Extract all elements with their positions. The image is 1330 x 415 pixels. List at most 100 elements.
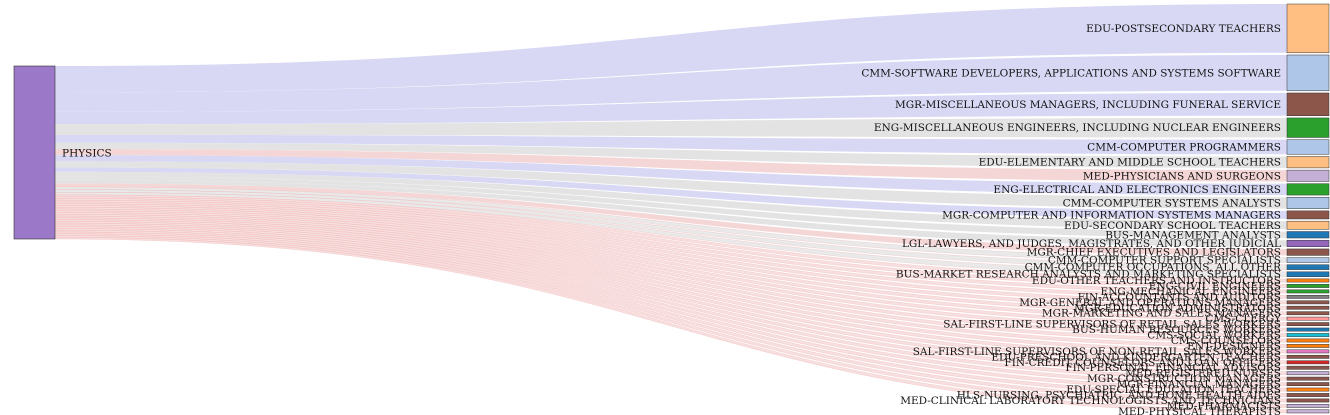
target-node[interactable] xyxy=(1286,349,1330,354)
target-label: EDU-OTHER TEACHERS AND INSTRUCTORS xyxy=(1032,275,1281,287)
target-node[interactable] xyxy=(1286,404,1330,408)
target-node[interactable] xyxy=(1286,197,1330,209)
target-label: ENG-CIVIL ENGINEERS xyxy=(1149,280,1281,292)
target-label: LGL-LAWYERS, AND JUDGES, MAGISTRATES, AN… xyxy=(902,238,1281,250)
target-node[interactable] xyxy=(1286,387,1330,392)
target-node[interactable] xyxy=(1286,360,1330,365)
target-node[interactable] xyxy=(1286,3,1330,54)
target-node[interactable] xyxy=(1286,264,1330,270)
target-node[interactable] xyxy=(1286,300,1330,305)
target-node[interactable] xyxy=(1286,365,1330,370)
target-label: ENT-DESIGNERS xyxy=(1187,340,1281,352)
target-node[interactable] xyxy=(1286,398,1330,403)
target-node[interactable] xyxy=(1286,409,1330,414)
link-physics-to-target[interactable] xyxy=(55,117,1287,138)
target-node[interactable] xyxy=(1286,393,1330,397)
target-label: MED-PHYSICAL THERAPISTS xyxy=(1118,406,1281,415)
target-label: CMM-COMPUTER PROGRAMMERS xyxy=(1087,141,1281,153)
link-physics-to-target[interactable] xyxy=(55,161,1287,209)
target-label: CMS-SOCIAL WORKERS xyxy=(1147,330,1281,342)
target-node[interactable] xyxy=(1286,305,1330,310)
link-physics-to-target[interactable] xyxy=(55,167,1287,219)
target-node[interactable] xyxy=(1286,289,1330,294)
target-node[interactable] xyxy=(1286,278,1330,283)
target-label: CMM-COMPUTER SUPPORT SPECIALISTS xyxy=(1048,255,1281,267)
target-node[interactable] xyxy=(1286,376,1330,381)
target-node[interactable] xyxy=(1286,382,1330,386)
link-physics-to-target[interactable] xyxy=(55,54,1287,112)
target-label: EDU-PRESCHOOL AND KINDERGARTEN TEACHERS xyxy=(991,351,1281,363)
target-node[interactable] xyxy=(1286,231,1330,239)
target-label: CMS-COUNSELORS xyxy=(1171,335,1281,347)
target-label: MGR-GENERAL AND OPERATIONS MANAGERS xyxy=(1019,297,1281,309)
target-label: CMM-COMPUTER SYSTEMS ANALYSTS xyxy=(1063,197,1281,209)
target-node[interactable] xyxy=(1286,210,1330,220)
target-label: MGR-FINANCIAL MANAGERS xyxy=(1117,379,1281,391)
target-node[interactable] xyxy=(1286,239,1330,247)
target-label: MGR-CONSTRUCTION MANAGERS xyxy=(1087,373,1281,385)
target-label: ENG-MISCELLANEOUS ENGINEERS, INCLUDING N… xyxy=(874,122,1281,134)
target-node[interactable] xyxy=(1286,183,1330,196)
target-label: SAL-FIRST-LINE SUPERVISORS OF NON-RETAIL… xyxy=(913,346,1281,358)
link-physics-to-target[interactable] xyxy=(55,134,1287,155)
target-node[interactable] xyxy=(1286,169,1330,182)
target-label: FIN-CREDIT COUNSELORS AND LOAN OFFICERS xyxy=(1004,357,1281,369)
target-node[interactable] xyxy=(1286,92,1330,117)
link-physics-to-target[interactable] xyxy=(55,176,1287,239)
target-node[interactable] xyxy=(1286,284,1330,288)
target-label: CMS-CLERGY xyxy=(1205,313,1282,325)
target-label: CMM-SOFTWARE DEVELOPERS, APPLICATIONS AN… xyxy=(861,67,1281,79)
target-label: MED-CLINICAL LABORATORY TECHNOLOGISTS AN… xyxy=(900,395,1281,407)
link-physics-to-target[interactable] xyxy=(55,148,1287,182)
target-label: ENG-MECHANICAL ENGINEERS xyxy=(1101,286,1281,298)
target-label: ENG-ELECTRICAL AND ELECTRONICS ENGINEERS xyxy=(993,184,1281,196)
target-node[interactable] xyxy=(1286,311,1330,316)
target-label: MGR-MISCELLANEOUS MANAGERS, INCLUDING FU… xyxy=(895,99,1281,111)
target-node[interactable] xyxy=(1286,139,1330,155)
target-node[interactable] xyxy=(1286,371,1330,376)
target-node[interactable] xyxy=(1286,117,1330,138)
target-label: EDU-POSTSECONDARY TEACHERS xyxy=(1086,23,1281,35)
target-node[interactable] xyxy=(1286,316,1330,321)
link-physics-to-target[interactable] xyxy=(55,92,1287,125)
link-physics-to-target[interactable] xyxy=(55,183,1287,256)
source-label: PHYSICS xyxy=(62,148,112,160)
target-label: EDU-SECONDARY SCHOOL TEACHERS xyxy=(1064,220,1281,232)
target-label: MED-REGISTERED NURSES xyxy=(1125,368,1281,380)
target-node[interactable] xyxy=(1286,54,1330,92)
link-physics-to-target[interactable] xyxy=(55,179,1287,247)
source-node-physics[interactable] xyxy=(13,65,56,240)
target-node[interactable] xyxy=(1286,333,1330,337)
target-node[interactable] xyxy=(1286,327,1330,332)
target-node[interactable] xyxy=(1286,271,1330,277)
target-label: EDU-SPECIAL EDUCATION TEACHERS xyxy=(1066,384,1281,396)
target-label: FIN-PERSONAL FINANCIAL ADVISORS xyxy=(1065,362,1281,374)
link-physics-to-target[interactable] xyxy=(54,219,1288,359)
target-label: BUS-HUMAN RESOURCES WORKERS xyxy=(1072,324,1281,336)
target-label: BUS-MANAGEMENT ANALYSTS xyxy=(1105,229,1281,241)
target-label: CMM-COMPUTER OCCUPATIONS, ALL OTHER xyxy=(1025,262,1282,274)
target-node[interactable] xyxy=(1286,156,1330,169)
target-label: HLS-NURSING, PSYCHIATRIC, AND HOME HEALT… xyxy=(957,390,1281,402)
target-node[interactable] xyxy=(1286,220,1330,230)
sankey-nodes: PHYSICS xyxy=(13,65,112,240)
target-label: FIN-ACCOUNTANTS AND AUDITORS xyxy=(1078,291,1281,303)
target-label: MGR-CHIEF EXECUTIVES AND LEGISLATORS xyxy=(1027,247,1281,259)
link-physics-to-target[interactable] xyxy=(55,155,1287,196)
link-physics-to-target[interactable] xyxy=(55,4,1287,93)
link-physics-to-target[interactable] xyxy=(55,171,1287,230)
target-label: SAL-FIRST-LINE SUPERVISORS OF RETAIL SAL… xyxy=(943,319,1281,331)
target-node[interactable] xyxy=(1286,257,1330,263)
sankey-links xyxy=(54,4,1288,414)
target-node[interactable] xyxy=(1286,248,1330,256)
link-physics-to-target[interactable] xyxy=(55,142,1287,168)
target-node[interactable] xyxy=(1286,294,1330,299)
target-node[interactable] xyxy=(1286,354,1330,359)
target-label: MGR-COMPUTER AND INFORMATION SYSTEMS MAN… xyxy=(942,209,1281,221)
target-label: MED-PHYSICIANS AND SURGEONS xyxy=(1083,170,1281,182)
target-node[interactable] xyxy=(1286,344,1330,348)
target-node[interactable] xyxy=(1286,338,1330,343)
sankey-targets: EDU-POSTSECONDARY TEACHERS CMM-SOFTWARE D… xyxy=(861,3,1330,415)
target-node[interactable] xyxy=(1286,322,1330,327)
target-label: MED-PHARMACISTS xyxy=(1167,400,1281,412)
